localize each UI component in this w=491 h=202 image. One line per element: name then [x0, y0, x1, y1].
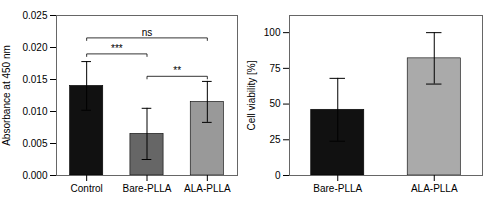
svg-text:50: 50 [269, 98, 281, 109]
svg-text:ns: ns [142, 27, 153, 38]
svg-text:0.020: 0.020 [22, 42, 47, 53]
svg-text:Bare-PLLA: Bare-PLLA [123, 183, 172, 194]
svg-text:0.005: 0.005 [22, 138, 47, 149]
svg-text:0.000: 0.000 [22, 170, 47, 181]
svg-text:Absorbance at 450 nm: Absorbance at 450 nm [1, 45, 12, 146]
svg-text:0.025: 0.025 [22, 10, 47, 21]
svg-text:ALA-PLLA: ALA-PLLA [411, 183, 458, 194]
svg-text:Bare-PLLA: Bare-PLLA [313, 183, 362, 194]
svg-text:ALA-PLLA: ALA-PLLA [184, 183, 231, 194]
svg-text:***: *** [111, 43, 123, 54]
svg-text:0.010: 0.010 [22, 106, 47, 117]
svg-text:Cell viability [%]: Cell viability [%] [246, 60, 257, 130]
svg-text:100: 100 [264, 27, 281, 38]
svg-text:0: 0 [275, 170, 281, 181]
svg-text:Control: Control [71, 183, 103, 194]
svg-text:75: 75 [269, 63, 281, 74]
svg-text:25: 25 [269, 134, 281, 145]
svg-text:0.015: 0.015 [22, 74, 47, 85]
svg-text:**: ** [173, 65, 181, 76]
